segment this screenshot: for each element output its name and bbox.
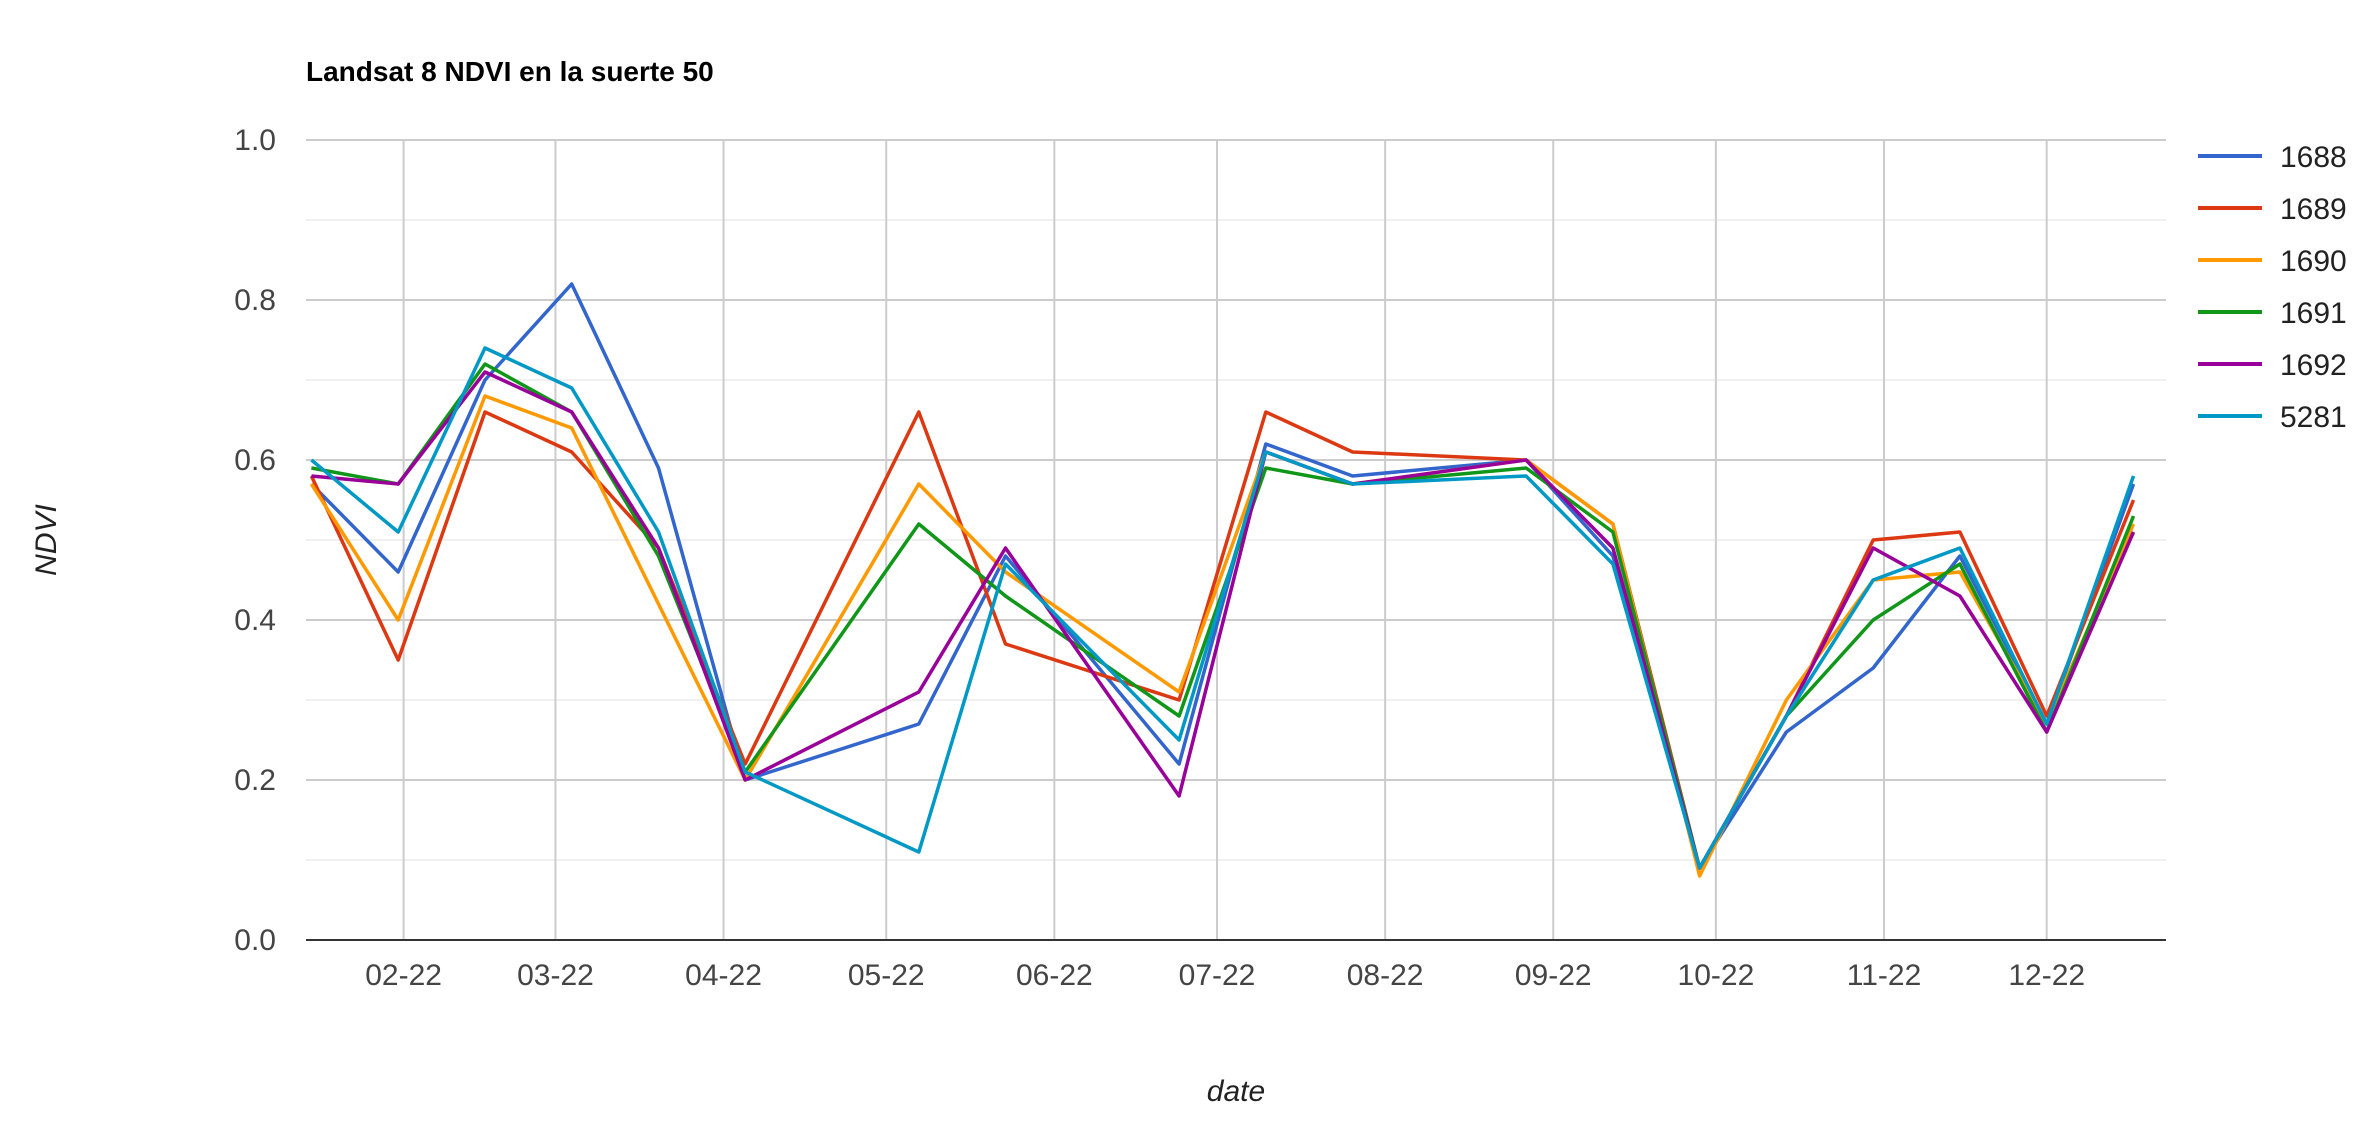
legend-label: 1691 [2280,297,2347,330]
series-lines [309,282,2136,878]
x-tick-label: 03-22 [517,959,594,992]
series-line-1688 [310,282,2136,870]
series-line-1691 [311,362,2136,870]
x-axis-ticks: 02-22 03-22 04-22 05-22 06-22 07-22 08-22 09-22… [365,959,2085,992]
legend-label: 1689 [2280,193,2347,226]
series-line-1689 [309,410,2136,870]
y-tick-label: 0.6 [234,444,276,477]
legend-label: 1688 [2280,141,2347,174]
legend-label: 1690 [2280,245,2347,278]
x-tick-label: 05-22 [848,959,925,992]
y-tick-label: 0.4 [234,604,276,637]
legend-label: 5281 [2280,401,2347,434]
x-tick-label: 11-22 [1847,959,1922,992]
x-axis-label: date [1207,1075,1265,1108]
y-axis-ticks: 0.0 0.2 0.4 0.6 0.8 1.0 [234,124,276,957]
x-tick-label: 12-22 [2008,959,2085,992]
y-tick-label: 1.0 [234,124,276,157]
x-tick-label: 10-22 [1678,959,1755,992]
x-tick-label: 07-22 [1179,959,1256,992]
y-tick-label: 0.2 [234,764,276,797]
x-tick-label: 09-22 [1515,959,1592,992]
x-tick-label: 04-22 [685,959,762,992]
x-tick-label: 06-22 [1016,959,1093,992]
y-tick-label: 0.0 [234,924,276,957]
x-tick-label: 08-22 [1347,959,1424,992]
y-tick-label: 0.8 [234,284,276,317]
y-axis-label: NDVI [30,504,63,576]
series-line-5281 [310,346,2136,870]
chart-title: Landsat 8 NDVI en la suerte 50 [306,56,714,87]
legend: 1688 1689 1690 1691 1692 5281 [2198,141,2347,434]
x-tick-label: 02-22 [365,959,442,992]
legend-label: 1692 [2280,349,2347,382]
